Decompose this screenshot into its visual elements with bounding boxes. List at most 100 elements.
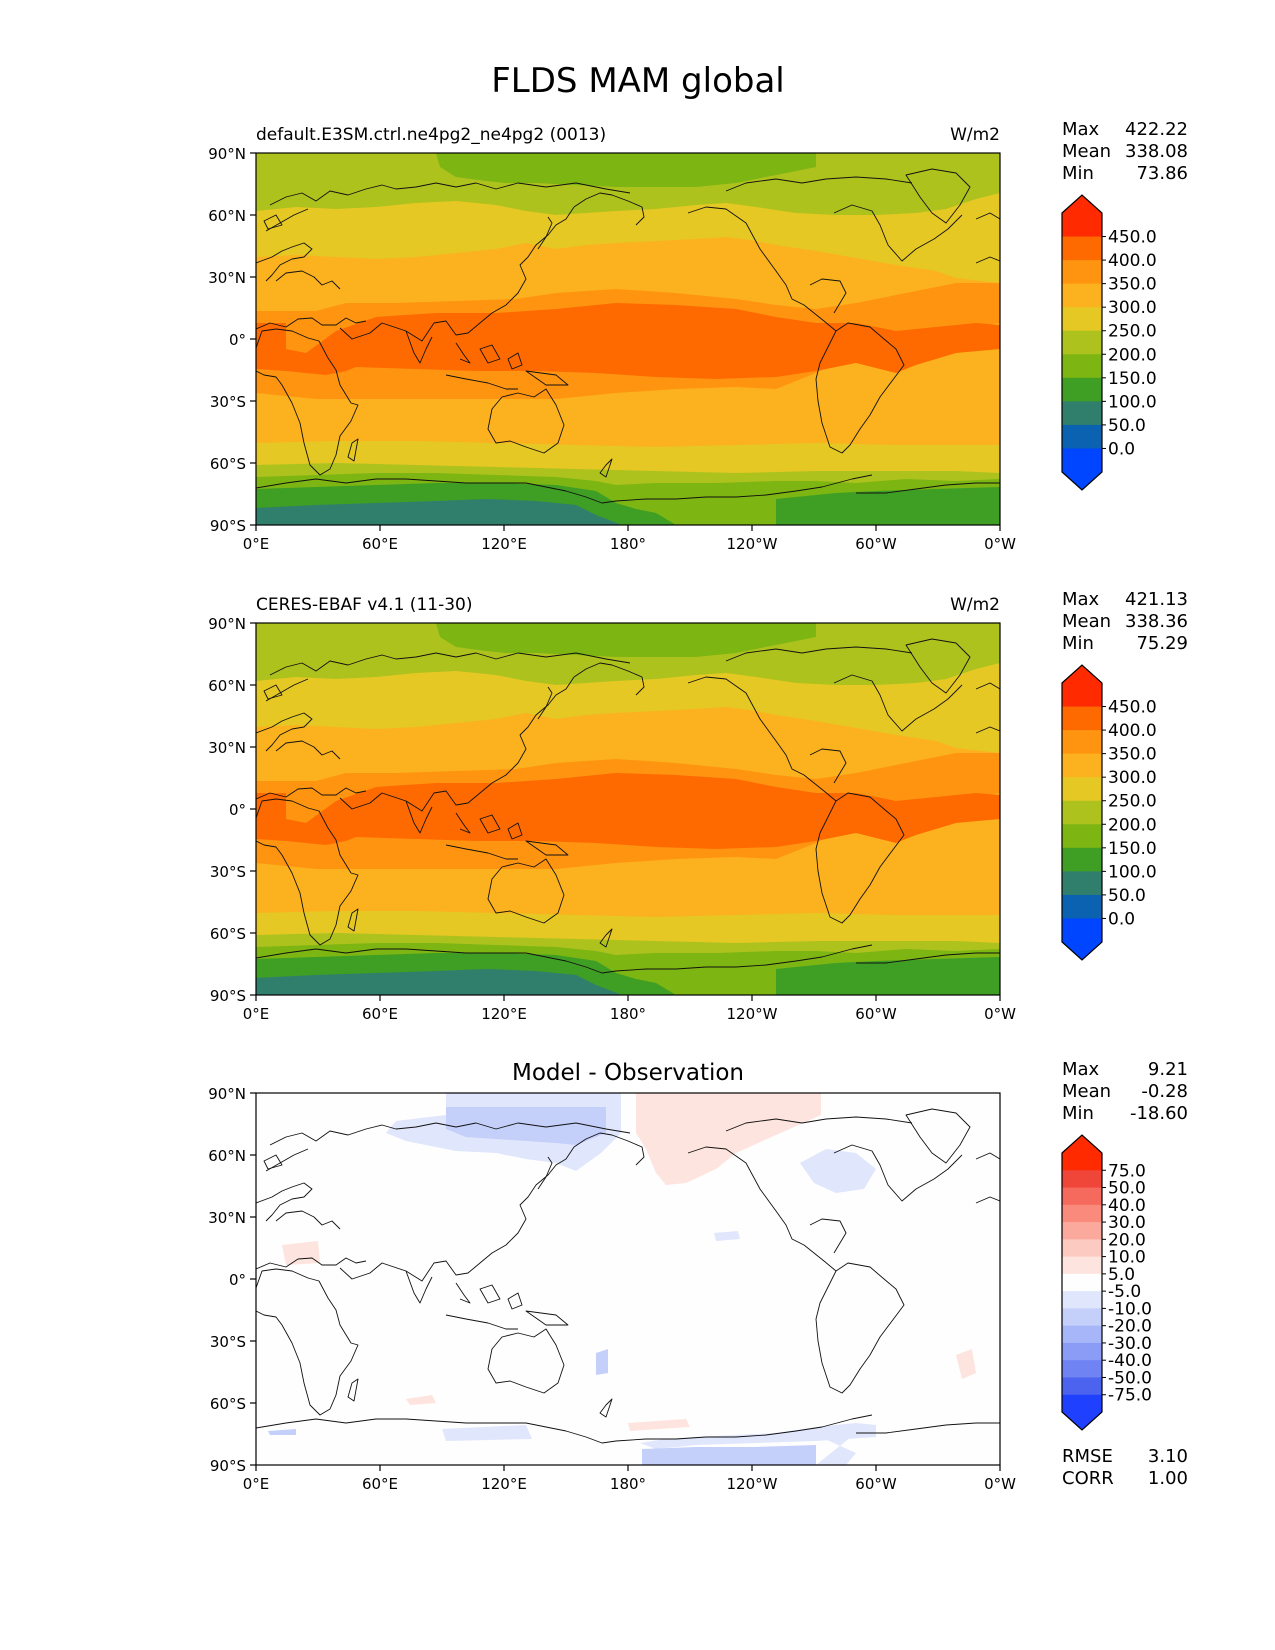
- panel-obs-lon-axis: 0°E 60°E 120°E 180° 120°W 60°W 0°W: [243, 995, 1016, 1023]
- panel-diff-title: Model - Observation: [512, 1060, 744, 1086]
- colorbar-outline: [1061, 1134, 1103, 1431]
- colorbar-segment: [1062, 213, 1102, 238]
- colorbar-label: -40.0: [1108, 1351, 1152, 1371]
- stat-corr-label: CORR: [1062, 1468, 1114, 1489]
- panel-obs-stats: Max 421.13 Mean 338.36 Min 75.29: [1062, 589, 1188, 654]
- lat-tick-label: 90°N: [208, 145, 246, 163]
- panel-model-lat-axis: 90°N 60°N 30°N 0° 30°S 60°S 90°S: [208, 145, 256, 535]
- colorbar-label: 150.0: [1108, 839, 1157, 859]
- panel-obs-map: [255, 622, 1001, 996]
- stat-max-value: 421.13: [1125, 589, 1188, 610]
- colorbar-segment: [1062, 401, 1102, 426]
- colorbar-label: 400.0: [1108, 721, 1157, 741]
- lon-tick-label: 60°W: [855, 535, 897, 553]
- colorbar-label: 300.0: [1108, 298, 1157, 318]
- lon-tick-label: 0°E: [243, 1005, 270, 1023]
- stat-max-label: Max: [1062, 1059, 1100, 1080]
- colorbar-label: 200.0: [1108, 815, 1157, 835]
- colorbar-label: 0.0: [1108, 909, 1135, 929]
- lat-tick-label: 60°N: [208, 207, 246, 225]
- colorbar-label: -20.0: [1108, 1317, 1152, 1337]
- lon-tick-label: 120°W: [727, 1005, 778, 1023]
- colorbar-label: -5.0: [1108, 1282, 1141, 1302]
- stat-max-label: Max: [1062, 119, 1100, 140]
- lat-tick-label: 30°S: [210, 393, 246, 411]
- colorbar-segment: [1062, 1325, 1102, 1344]
- lon-tick-label: 120°E: [481, 1475, 527, 1493]
- colorbar-label: -75.0: [1108, 1386, 1152, 1406]
- colorbar-label: 100.0: [1108, 862, 1157, 882]
- colorbar-segment: [1062, 1394, 1102, 1413]
- lat-tick-label: 60°S: [210, 925, 246, 943]
- panel-model-title: default.E3SM.ctrl.ne4pg2_ne4pg2 (0013): [256, 125, 606, 145]
- lon-tick-label: 60°E: [362, 535, 398, 553]
- stat-mean-label: Mean: [1062, 611, 1111, 632]
- colorbar-extend-bottom: [1062, 942, 1102, 960]
- lon-tick-label: 60°E: [362, 1005, 398, 1023]
- lat-tick-label: 30°N: [208, 739, 246, 757]
- colorbar-label: 5.0: [1108, 1265, 1135, 1285]
- lon-tick-label: 120°W: [727, 535, 778, 553]
- stat-rmse-label: RMSE: [1062, 1446, 1113, 1467]
- colorbar-label: 100.0: [1108, 392, 1157, 412]
- colorbar-segment: [1062, 283, 1102, 308]
- colorbar-segment: [1062, 777, 1102, 802]
- panel-model-units: W/m2: [950, 125, 1000, 145]
- colorbar-segment: [1062, 424, 1102, 449]
- colorbar-label: 400.0: [1108, 251, 1157, 271]
- lon-tick-label: 180°: [610, 535, 646, 553]
- colorbar-label: -50.0: [1108, 1368, 1152, 1388]
- stat-max-label: Max: [1062, 589, 1100, 610]
- lon-tick-label: 0°E: [243, 535, 270, 553]
- panel-diff-stats: Max 9.21 Mean -0.28 Min -18.60 RMSE 3.10…: [1062, 1059, 1188, 1489]
- lon-tick-label: 120°E: [481, 535, 527, 553]
- lon-tick-label: 120°W: [727, 1475, 778, 1493]
- colorbar-extend-top: [1062, 195, 1102, 213]
- panel-obs-title: CERES-EBAF v4.1 (11-30): [256, 595, 472, 615]
- colorbar-segment: [1062, 706, 1102, 731]
- stat-min-value: 73.86: [1136, 163, 1188, 184]
- lat-tick-label: 90°N: [208, 615, 246, 633]
- lat-tick-label: 60°S: [210, 455, 246, 473]
- colorbar-segment: [1062, 1273, 1102, 1292]
- panel-diff-lon-axis: 0°E 60°E 120°E 180° 120°W 60°W 0°W: [243, 1465, 1016, 1493]
- lat-tick-label: 30°S: [210, 863, 246, 881]
- colorbar-label: 450.0: [1108, 228, 1157, 248]
- lon-tick-label: 0°E: [243, 1475, 270, 1493]
- panel-obs-units: W/m2: [950, 595, 1000, 615]
- colorbar-segment: [1062, 894, 1102, 919]
- colorbar-extend-bottom: [1062, 1412, 1102, 1430]
- colorbar-label: -30.0: [1108, 1334, 1152, 1354]
- lat-tick-label: 30°S: [210, 1333, 246, 1351]
- colorbar-segment: [1062, 1239, 1102, 1258]
- stat-max-value: 9.21: [1148, 1059, 1188, 1080]
- colorbar-segment: [1062, 1170, 1102, 1189]
- lat-tick-label: 60°N: [208, 677, 246, 695]
- stat-min-label: Min: [1062, 1103, 1094, 1124]
- colorbar-label: 300.0: [1108, 768, 1157, 788]
- panel-model-colorbar: 450.0 400.0 350.0 300.0 250.0 200.0 150.0 100.0…: [1061, 194, 1157, 491]
- lat-tick-label: 0°: [229, 801, 246, 819]
- lon-tick-label: 180°: [610, 1005, 646, 1023]
- colorbar-segment: [1062, 1377, 1102, 1396]
- lon-tick-label: 60°W: [855, 1475, 897, 1493]
- panel-model: default.E3SM.ctrl.ne4pg2_ne4pg2 (0013) W…: [208, 119, 1188, 553]
- panel-model-lon-axis: 0°E 60°E 120°E 180° 120°W 60°W 0°W: [243, 525, 1016, 553]
- stat-max-value: 422.22: [1125, 119, 1188, 140]
- lat-tick-label: 0°: [229, 1271, 246, 1289]
- lat-tick-label: 90°S: [210, 1457, 246, 1475]
- colorbar-segment: [1062, 918, 1102, 943]
- stat-corr-value: 1.00: [1148, 1468, 1188, 1489]
- colorbar-segment: [1062, 1153, 1102, 1171]
- lon-tick-label: 60°E: [362, 1475, 398, 1493]
- lon-tick-label: 0°W: [984, 1005, 1016, 1023]
- stat-rmse-value: 3.10: [1148, 1446, 1188, 1467]
- colorbar-label: 75.0: [1108, 1161, 1146, 1181]
- colorbar-label: 200.0: [1108, 345, 1157, 365]
- panel-model-map: [255, 152, 1001, 526]
- colorbar-segment: [1062, 1187, 1102, 1206]
- stat-min-label: Min: [1062, 163, 1094, 184]
- colorbar-label: -10.0: [1108, 1299, 1152, 1319]
- colorbar-segment: [1062, 448, 1102, 473]
- colorbar-label: 250.0: [1108, 792, 1157, 812]
